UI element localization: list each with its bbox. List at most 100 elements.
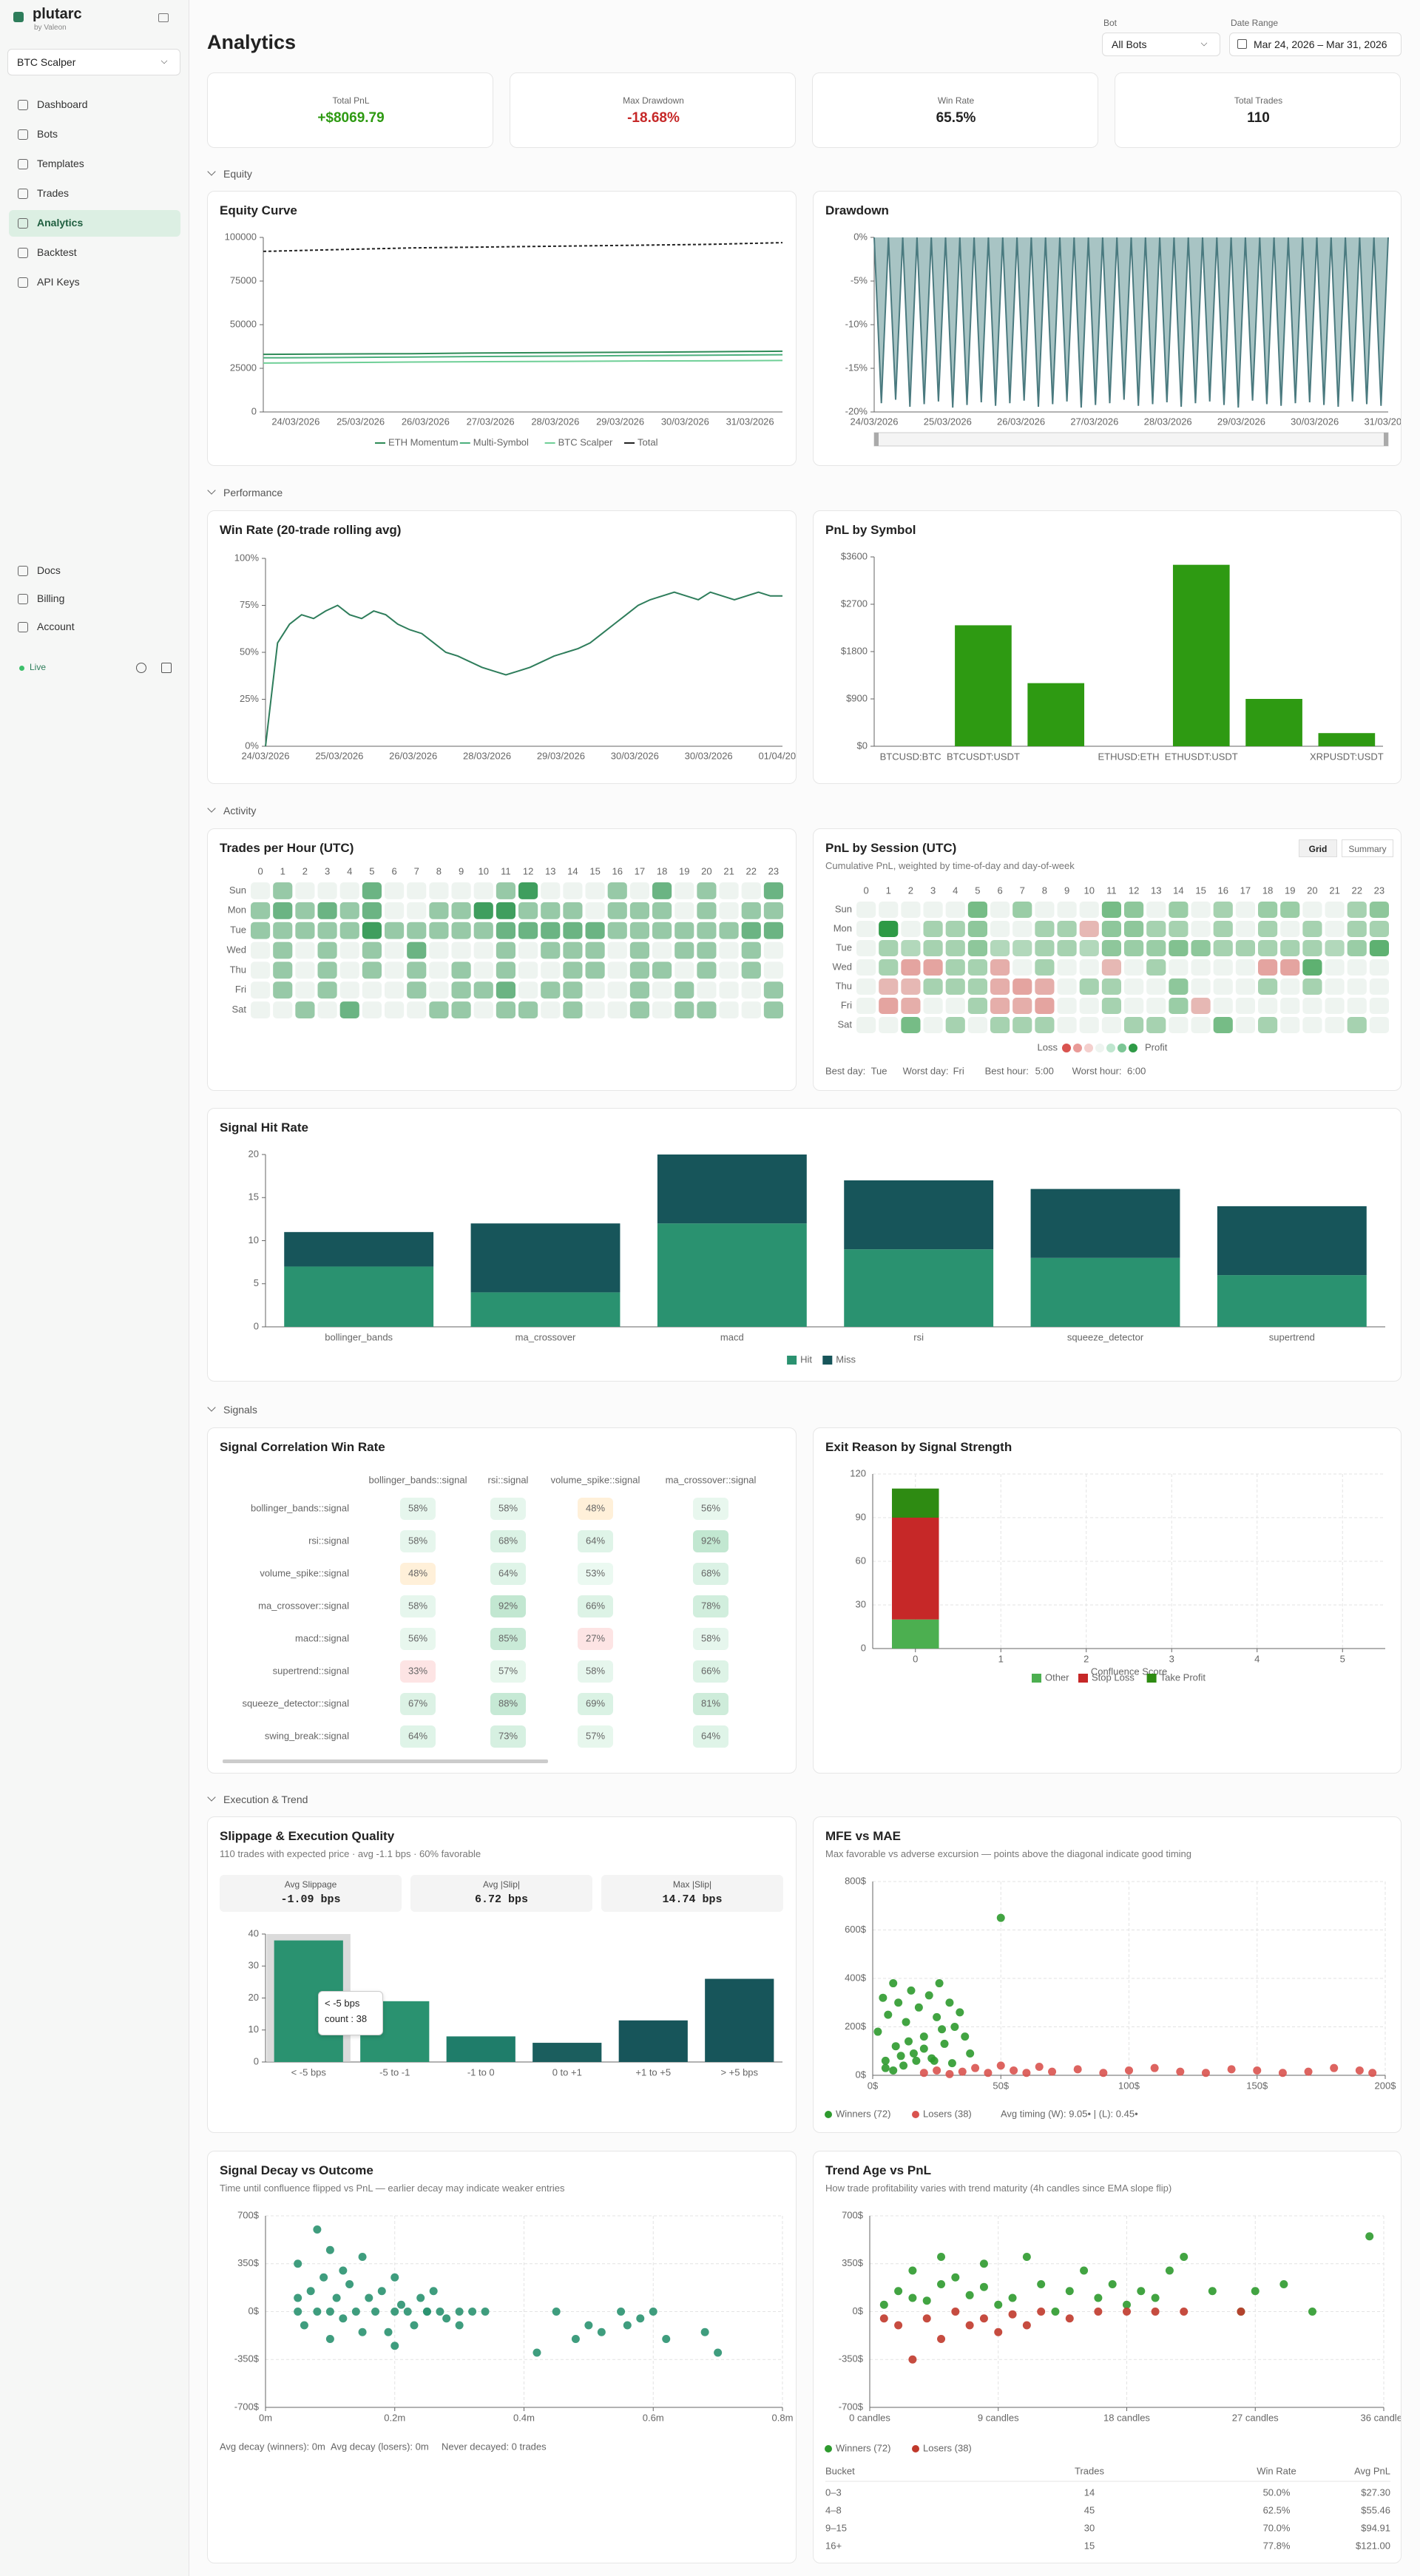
heat-cell [1213, 940, 1233, 956]
chevron [1200, 39, 1208, 47]
nav-item[interactable]: Analytics [9, 210, 180, 237]
nav-item[interactable]: Templates [9, 151, 180, 178]
section-header[interactable]: Activity [207, 804, 503, 820]
point [442, 2314, 451, 2323]
nav-item[interactable]: Dashboard [9, 92, 180, 118]
point [320, 2273, 328, 2282]
chart: 0$ 200$ 400$ 600$ 800$ 0$ 50$ 100$ 150$ 200$ Winne… [825, 1875, 1396, 2119]
heat-cell [1369, 959, 1389, 976]
point [979, 2259, 988, 2268]
section-header[interactable]: Signals [207, 1403, 503, 1419]
point [584, 2321, 593, 2330]
point [1037, 2308, 1046, 2316]
bot-select[interactable]: BTC Scalper [7, 49, 180, 75]
line [263, 242, 783, 252]
heat-cell [856, 902, 876, 918]
cell-bg [400, 1530, 436, 1552]
note: Avg timing (W): 9.05• | (L): 0.45• [1001, 2108, 1138, 2119]
logout[interactable] [161, 663, 172, 673]
heat-cell [518, 1001, 538, 1018]
heat-cell [563, 1001, 583, 1018]
x-tick-label: 26/03/2026 [402, 416, 450, 427]
section-label: Execution & Trend [223, 1794, 308, 1805]
column-label: 20 [701, 865, 711, 876]
nav-item[interactable]: Docs [9, 558, 180, 584]
x-tick-label: -5 to -1 [379, 2066, 410, 2078]
nav-label: Analytics [37, 217, 84, 229]
point [1035, 2063, 1044, 2072]
chart: 0 1 2 3 4 5 6 7 8 9 10 11 12 13 14 15 16 17 18 19 20 21 22 23Su… [227, 865, 783, 1018]
column-label: 22 [1352, 885, 1362, 896]
nav-item[interactable]: API Keys [9, 269, 180, 296]
cell-bg [693, 1563, 728, 1585]
heat-cell [990, 902, 1010, 918]
area-line [873, 237, 1389, 408]
point [905, 2037, 913, 2046]
point [951, 2308, 960, 2316]
point [881, 2063, 890, 2072]
point [899, 2061, 908, 2070]
point [996, 2061, 1005, 2070]
chart-subtitle: Time until confluence flipped vs PnL — e… [220, 2183, 565, 2194]
heat-cell [1325, 921, 1345, 937]
nav-item[interactable]: Billing [9, 586, 180, 612]
cell-bg [578, 1563, 613, 1585]
point [1279, 2280, 1288, 2288]
tab[interactable]: Summary [1342, 839, 1393, 857]
column-label: 23 [768, 865, 779, 876]
point [937, 2253, 946, 2261]
summary-value: Fri [953, 1065, 964, 1076]
row-label: supertrend::signal [273, 1665, 349, 1676]
section-header[interactable]: Performance [207, 486, 503, 502]
nav-item[interactable]: Account [9, 614, 180, 640]
stat-box: Max |Slip| 14.74 bps [601, 1875, 783, 1912]
heat-cell [496, 922, 515, 939]
x-tick-label: 27/03/2026 [1070, 416, 1118, 427]
section-header[interactable]: Execution & Trend [207, 1793, 503, 1809]
nav-item[interactable]: Trades [9, 180, 180, 207]
nav-item[interactable]: Bots [9, 121, 180, 148]
heat-cell [1280, 978, 1300, 995]
heat-cell [585, 1001, 605, 1018]
heat-cell [1079, 1017, 1099, 1033]
chart: 0% 25% 50% 75% 100% 24/03/2026 25/03/2026 26/03… [234, 552, 796, 761]
heat-cell [563, 882, 583, 899]
column-label: 4 [347, 865, 352, 876]
heat-cell [273, 1001, 293, 1018]
cell-bg [490, 1563, 526, 1585]
heat-cell [407, 882, 427, 899]
heat-cell [697, 1001, 717, 1018]
nav-label: Billing [37, 592, 65, 604]
tab[interactable]: Grid [1299, 839, 1337, 857]
heat-cell [763, 882, 783, 899]
legend: Hit Miss [787, 1353, 856, 1365]
y-tick-label: 800$ [845, 1875, 867, 1886]
point [922, 2296, 931, 2305]
legend-swatch [1106, 1044, 1115, 1052]
theme-toggle[interactable] [136, 663, 146, 673]
row-label: rsi::signal [308, 1535, 349, 1546]
stat-label: Max |Slip| [672, 1879, 712, 1890]
heat-cell [1369, 978, 1389, 995]
heat-cell [1124, 959, 1144, 976]
heat-cell [496, 1001, 515, 1018]
collapse-button[interactable] [158, 13, 169, 22]
section-header[interactable]: Equity [207, 167, 503, 183]
date-filter[interactable]: Mar 24, 2026 – Mar 31, 2026 [1229, 33, 1402, 56]
heat-cell [1035, 998, 1055, 1014]
point [1125, 2066, 1133, 2075]
nav-icon [18, 218, 28, 229]
y-tick-label: $0 [857, 740, 868, 751]
cell-value: 64% [701, 1730, 720, 1741]
bot-filter[interactable]: All Bots [1102, 33, 1220, 56]
heat-cell [1302, 940, 1322, 956]
heat-cell [251, 961, 271, 979]
heat-cell [339, 942, 359, 959]
nav-item[interactable]: Backtest [9, 240, 180, 266]
point [971, 2063, 980, 2072]
point [965, 2321, 974, 2330]
point [940, 2039, 949, 2048]
legend-label: Other [1045, 1671, 1069, 1683]
cell-bg [490, 1595, 526, 1617]
